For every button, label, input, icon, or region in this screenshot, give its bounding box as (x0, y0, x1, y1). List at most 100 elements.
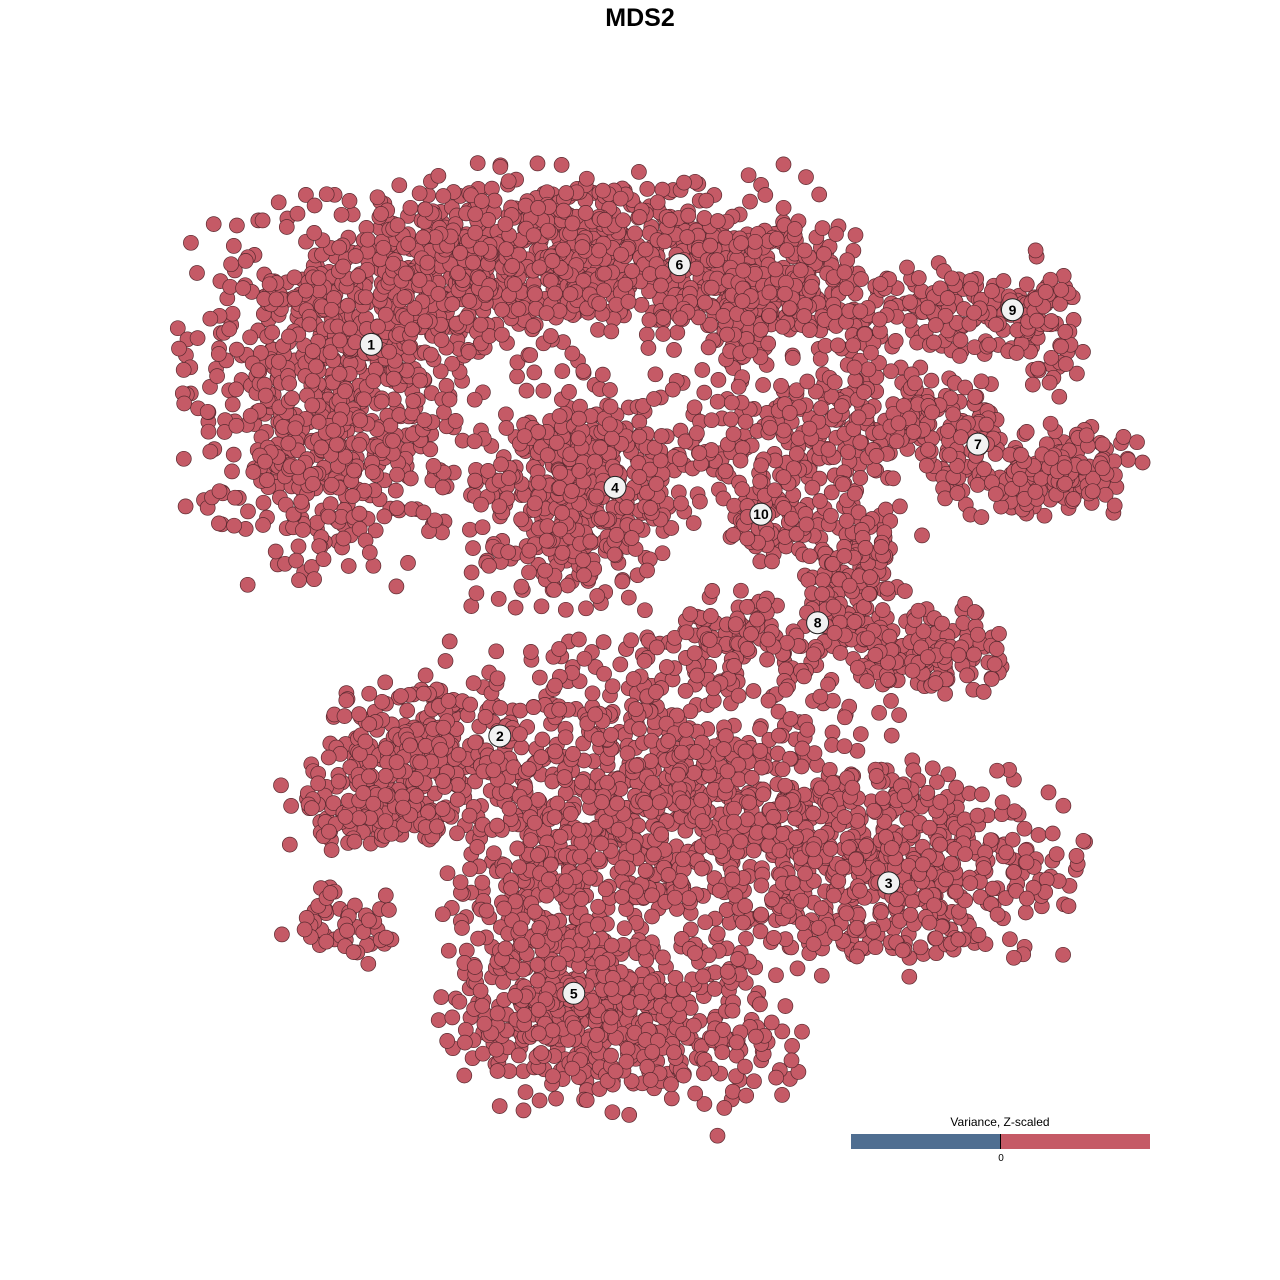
point (983, 671, 1000, 687)
point (347, 248, 364, 264)
point (991, 625, 1007, 642)
point (498, 241, 515, 258)
point (737, 413, 754, 430)
point (835, 476, 851, 493)
point (404, 321, 420, 338)
point (885, 470, 901, 487)
point (565, 746, 581, 762)
point (602, 382, 618, 398)
point (859, 673, 875, 689)
point (682, 703, 699, 720)
point (510, 301, 527, 317)
point (509, 368, 525, 385)
point (628, 883, 644, 900)
point (449, 791, 466, 808)
point (351, 810, 367, 827)
point (538, 532, 555, 549)
point (465, 254, 481, 271)
point (500, 470, 517, 486)
point (775, 199, 792, 216)
point (350, 268, 366, 284)
point (477, 709, 494, 725)
point (923, 372, 940, 389)
point (492, 700, 509, 716)
point (704, 834, 721, 851)
point (587, 453, 603, 470)
point (202, 443, 219, 460)
point (924, 404, 940, 421)
point (905, 424, 922, 440)
point (346, 833, 363, 850)
point (627, 225, 643, 242)
point (832, 645, 849, 661)
point (415, 504, 432, 521)
points-layer (169, 155, 1151, 1144)
point (571, 631, 587, 648)
point (518, 382, 535, 399)
point (335, 530, 352, 547)
point (768, 230, 785, 247)
point (225, 238, 242, 254)
point (887, 333, 904, 349)
point (826, 625, 843, 641)
point (1094, 460, 1111, 477)
point (788, 445, 805, 462)
point (556, 769, 573, 785)
point (228, 381, 244, 398)
point (688, 744, 705, 760)
point (653, 428, 670, 444)
point (493, 456, 509, 473)
point (689, 667, 705, 684)
point (883, 693, 899, 709)
point (367, 522, 384, 539)
point (1056, 459, 1073, 476)
point (489, 670, 506, 687)
point (618, 499, 635, 515)
point (615, 212, 631, 229)
point (726, 497, 743, 514)
point (978, 416, 995, 433)
point (666, 342, 682, 358)
point (509, 354, 526, 371)
point (614, 889, 630, 905)
point (533, 598, 550, 615)
point (255, 494, 272, 511)
point (1120, 452, 1136, 468)
point (1027, 483, 1044, 500)
point (739, 530, 756, 547)
point (361, 685, 378, 702)
point (381, 343, 397, 360)
point (395, 799, 412, 816)
point (416, 412, 433, 428)
point (331, 365, 348, 382)
point (774, 318, 791, 335)
point (223, 256, 239, 273)
point (761, 307, 778, 324)
point (952, 332, 969, 349)
point (481, 557, 497, 574)
point (752, 321, 769, 338)
point (620, 293, 637, 310)
point (361, 544, 378, 561)
point (846, 359, 863, 376)
point (175, 362, 192, 378)
point (274, 926, 290, 943)
point (624, 263, 640, 279)
point (290, 538, 307, 555)
point (1027, 242, 1044, 259)
point (547, 677, 563, 694)
point (738, 930, 754, 947)
point (540, 222, 556, 239)
point (766, 482, 783, 499)
point (365, 795, 382, 812)
point (408, 788, 425, 804)
point (512, 702, 529, 719)
point (966, 646, 982, 663)
point (449, 825, 465, 842)
point (852, 303, 869, 320)
point (239, 576, 256, 593)
point (862, 569, 878, 585)
point (210, 346, 227, 362)
point (398, 265, 414, 282)
point (551, 641, 567, 657)
